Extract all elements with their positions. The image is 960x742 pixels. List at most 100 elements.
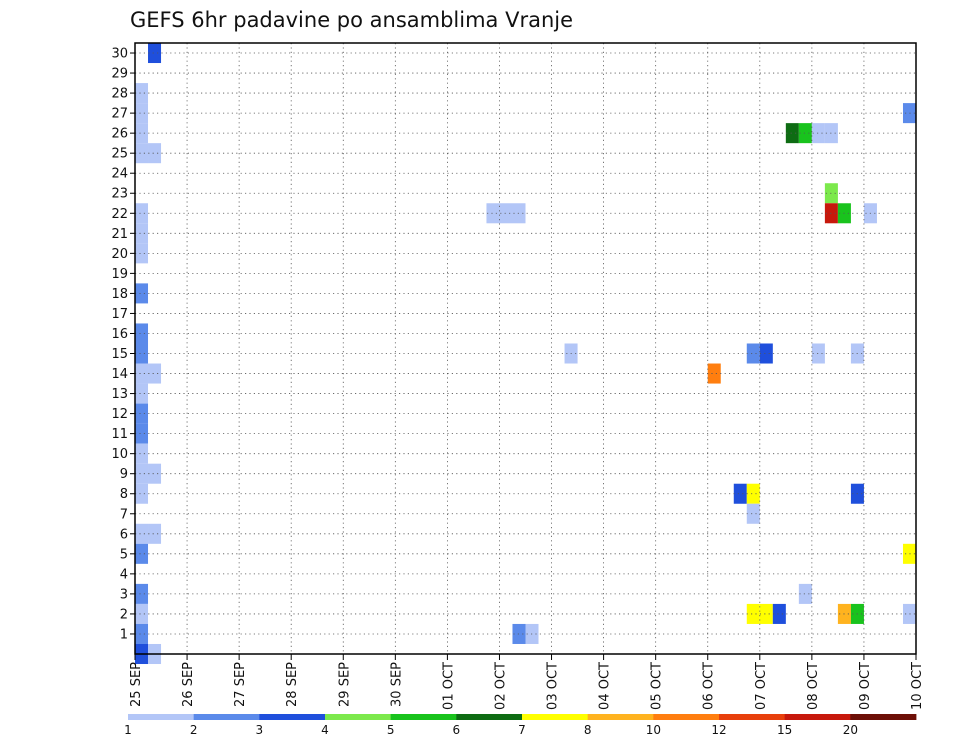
precip-cell [499, 203, 513, 224]
precip-cell [148, 523, 162, 544]
colorbar-label: 5 [387, 723, 395, 737]
precip-cell [135, 143, 149, 164]
y-tick-label: 20 [111, 247, 128, 262]
precip-cell [733, 483, 747, 504]
precip-cell [135, 463, 149, 484]
precip-cell [135, 403, 149, 424]
precip-cell [811, 343, 825, 364]
x-tick-label: 29 SEP [337, 662, 352, 707]
y-axis: 1234567891011121314151617181920212223242… [111, 47, 135, 642]
y-tick-label: 1 [120, 627, 128, 642]
x-tick-label: 10 OCT [910, 662, 925, 710]
y-tick-label: 10 [111, 447, 128, 462]
colorbar-swatch [259, 714, 326, 720]
precip-cell [746, 343, 760, 364]
colorbar-swatch [653, 714, 720, 720]
y-tick-label: 8 [120, 487, 128, 502]
precip-cell [135, 123, 149, 144]
precip-cell [135, 583, 149, 604]
y-tick-label: 19 [111, 267, 128, 282]
precip-cell [798, 583, 812, 604]
y-tick-label: 2 [120, 607, 128, 622]
precip-cell [746, 483, 760, 504]
plot-frame [134, 42, 917, 655]
y-tick-label: 27 [111, 107, 128, 122]
y-tick-label: 30 [111, 47, 128, 62]
colorbar-label: 10 [646, 723, 661, 737]
y-tick-label: 4 [120, 567, 128, 582]
x-tick-label: 09 OCT [858, 662, 873, 710]
precip-cell [811, 123, 825, 144]
y-tick-label: 7 [120, 507, 128, 522]
x-tick-label: 07 OCT [754, 662, 769, 710]
colorbar-swatch [587, 714, 654, 720]
precip-cell [759, 603, 773, 624]
y-tick-label: 9 [120, 467, 128, 482]
precip-cell [148, 43, 162, 64]
precip-cell [746, 503, 760, 524]
x-tick-label: 30 SEP [389, 662, 404, 707]
x-tick-label: 03 OCT [546, 662, 561, 710]
colorbar-swatch [719, 714, 786, 720]
precip-cell [135, 323, 149, 344]
y-tick-label: 21 [111, 227, 128, 242]
x-tick-label: 26 SEP [181, 662, 196, 707]
precip-cell [135, 223, 149, 244]
colorbar-label: 1 [124, 723, 132, 737]
x-axis: 25 SEP 26 SEP 27 SEP 28 SEP 29 SEP 30 SEP 01 O… [129, 654, 925, 710]
colorbar-label: 7 [518, 723, 526, 737]
y-tick-label: 25 [111, 147, 128, 162]
colorbar-swatch [850, 714, 917, 720]
y-tick-label: 3 [120, 587, 128, 602]
precip-cell [746, 603, 760, 624]
precip-cell [148, 143, 162, 164]
precip-cell [135, 623, 149, 644]
colorbar: 1 2 3 4 5 6 7 8 10 12 15 20 [124, 714, 917, 737]
precip-cell [135, 383, 149, 404]
colorbar-label: 3 [256, 723, 264, 737]
y-tick-label: 5 [120, 547, 128, 562]
precip-cell [135, 363, 149, 384]
precip-cell [135, 603, 149, 624]
chart-title: GEFS 6hr padavine po ansamblima Vranje [130, 8, 573, 32]
y-tick-label: 17 [111, 307, 128, 322]
x-tick-label: 02 OCT [493, 662, 508, 710]
y-tick-label: 6 [120, 527, 128, 542]
precip-cell [135, 283, 149, 304]
colorbar-swatch [325, 714, 392, 720]
colorbar-label: 15 [777, 723, 792, 737]
colorbar-swatch [193, 714, 260, 720]
precip-cell [759, 343, 773, 364]
colorbar-swatch [784, 714, 851, 720]
y-tick-label: 22 [111, 207, 128, 222]
x-tick-label: 01 OCT [441, 662, 456, 710]
colorbar-swatch [456, 714, 523, 720]
y-tick-label: 15 [111, 347, 128, 362]
y-tick-label: 14 [111, 367, 128, 382]
precip-cell [135, 103, 149, 124]
precip-cell [135, 83, 149, 104]
colorbar-swatch [522, 714, 589, 720]
precip-cell [772, 603, 786, 624]
x-tick-label: 08 OCT [806, 662, 821, 710]
colorbar-swatch [390, 714, 457, 720]
colorbar-label: 12 [711, 723, 726, 737]
colorbar-label: 6 [453, 723, 461, 737]
precip-cell [135, 483, 149, 504]
y-tick-label: 13 [111, 387, 128, 402]
y-tick-label: 28 [111, 87, 128, 102]
precip-cell [798, 123, 812, 144]
precip-cell [135, 243, 149, 264]
colorbar-label: 4 [321, 723, 329, 737]
y-tick-label: 18 [111, 287, 128, 302]
x-tick-label: 28 SEP [285, 662, 300, 707]
precip-cell [135, 523, 149, 544]
y-tick-label: 23 [111, 187, 128, 202]
y-tick-label: 11 [111, 427, 128, 442]
precip-cells [135, 43, 916, 665]
precip-cell [148, 463, 162, 484]
precip-cell [486, 203, 500, 224]
colorbar-swatch [128, 714, 195, 720]
precip-cell [135, 423, 149, 444]
x-tick-label: 25 SEP [129, 662, 144, 707]
